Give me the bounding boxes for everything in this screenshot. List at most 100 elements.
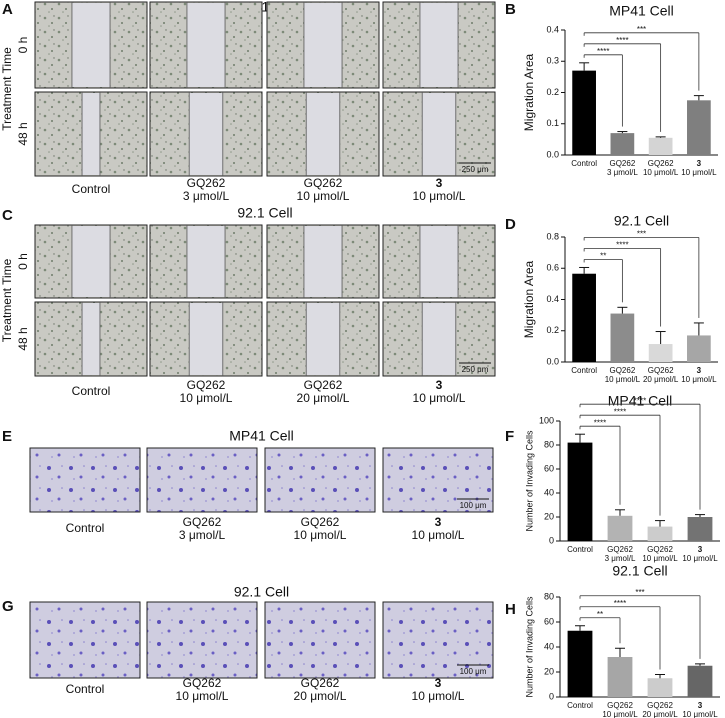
x-tick-label: 10 μmol/L <box>681 168 717 177</box>
y-tick-label: 0.2 <box>546 325 559 335</box>
condition-label: 3 μmol/L <box>179 528 226 542</box>
y-tick-label: 60 <box>544 463 554 473</box>
x-tick-label: 3 μmol/L <box>605 554 636 563</box>
condition-label: 10 μmol/L <box>180 391 233 405</box>
scratch-gap <box>306 93 340 175</box>
scale-bar-label: 100 μm <box>460 667 487 676</box>
scratch-gap <box>71 226 111 297</box>
row-label: 48 h <box>16 122 30 145</box>
scale-bar-label: 250 μm <box>462 165 489 174</box>
x-tick-label: GQ262 <box>609 159 635 168</box>
scratch-gap <box>422 303 456 375</box>
panel-letter: G <box>2 598 14 615</box>
condition-label: Control <box>66 682 105 696</box>
y-tick-label: 0.0 <box>546 356 559 366</box>
y-tick-label: 0.4 <box>546 24 559 34</box>
micrograph <box>146 601 258 679</box>
micrograph <box>264 601 376 679</box>
x-tick-label: 10 μmol/L <box>642 554 678 563</box>
bar <box>610 133 635 155</box>
condition-label: 10 μmol/L <box>413 391 466 405</box>
chart-title: MP41 Cell <box>609 3 674 19</box>
condition-label: 10 μmol/L <box>294 528 347 542</box>
x-tick-label: 20 μmol/L <box>643 375 679 384</box>
condition-label: GQ262 <box>301 676 340 690</box>
condition-label: GQ262 <box>304 176 343 190</box>
x-tick-label: Control <box>567 545 593 554</box>
scratch-gap <box>186 3 226 87</box>
panel-letter: B <box>505 1 516 18</box>
significance-label: **** <box>594 418 606 427</box>
condition-label: 10 μmol/L <box>297 189 350 203</box>
y-tick-label: 60 <box>544 616 554 626</box>
y-tick-label: 0 <box>549 535 554 545</box>
bar <box>567 442 593 541</box>
scratch-gap <box>186 226 226 297</box>
x-tick-label: Control <box>567 701 593 710</box>
row-label: 48 h <box>16 327 30 350</box>
y-tick-label: 40 <box>544 487 554 497</box>
micrograph <box>29 601 141 679</box>
panel-letter: E <box>2 428 12 445</box>
panel-letter: H <box>505 601 516 618</box>
x-tick-label: 3 <box>698 701 703 710</box>
y-axis-label: Number of Invading Cells <box>524 596 534 698</box>
bar <box>607 657 633 697</box>
y-tick-label: 80 <box>544 591 554 601</box>
micrograph <box>146 447 258 513</box>
condition-label: GQ262 <box>304 378 343 392</box>
bar <box>687 517 713 541</box>
condition-label: 3 <box>435 515 442 529</box>
condition-label: GQ262 <box>183 515 222 529</box>
significance-label: **** <box>597 47 609 56</box>
y-tick-label: 0.8 <box>546 231 559 241</box>
bar <box>607 515 633 541</box>
y-tick-label: 80 <box>544 439 554 449</box>
panel-title: 92.1 Cell <box>234 584 289 600</box>
chart-title: 92.1 Cell <box>614 213 669 229</box>
bar <box>610 313 635 362</box>
significance-label: ** <box>597 610 603 619</box>
significance-label: **** <box>614 407 626 416</box>
scratch-gap <box>303 226 343 297</box>
condition-label: 20 μmol/L <box>294 689 347 703</box>
y-tick-label: 0.6 <box>546 263 559 273</box>
y-tick-label: 40 <box>544 641 554 651</box>
condition-label: 3 <box>436 378 443 392</box>
x-tick-label: GQ262 <box>647 545 673 554</box>
x-tick-label: 10 μmol/L <box>681 375 717 384</box>
y-axis-label: Migration Area <box>522 53 536 131</box>
row-axis-label: Treatment Time <box>0 258 14 342</box>
scratch-gap <box>82 93 100 175</box>
condition-label: 20 μmol/L <box>297 391 350 405</box>
y-tick-label: 0 <box>549 691 554 701</box>
condition-label: 10 μmol/L <box>412 528 465 542</box>
scratch-gap <box>189 303 223 375</box>
y-axis-label: Migration Area <box>522 260 536 338</box>
significance-label: ** <box>600 252 606 261</box>
significance-label: *** <box>637 230 646 239</box>
x-tick-label: 10 μmol/L <box>643 168 679 177</box>
panel-letter: A <box>2 1 13 18</box>
y-axis-label: Number of Invading Cells <box>524 430 534 532</box>
bar <box>647 526 673 541</box>
scale-bar-label: 100 μm <box>460 501 487 510</box>
significance-label: **** <box>616 36 628 45</box>
bar <box>687 335 711 362</box>
condition-label: Control <box>66 521 105 535</box>
scratch-gap <box>306 303 340 375</box>
row-axis-label: Treatment Time <box>0 47 14 131</box>
x-tick-label: Control <box>571 366 597 375</box>
x-tick-label: 3 <box>697 159 702 168</box>
chart-title: 92.1 Cell <box>612 563 667 579</box>
significance-label: *** <box>635 588 644 597</box>
y-tick-label: 20 <box>544 666 554 676</box>
micrograph <box>264 447 376 513</box>
bar <box>648 137 673 155</box>
scratch-gap <box>71 3 111 87</box>
bar <box>687 100 711 155</box>
y-tick-label: 0.3 <box>546 56 559 66</box>
panel-title: 92.1 Cell <box>237 205 292 221</box>
micrograph <box>382 447 494 513</box>
